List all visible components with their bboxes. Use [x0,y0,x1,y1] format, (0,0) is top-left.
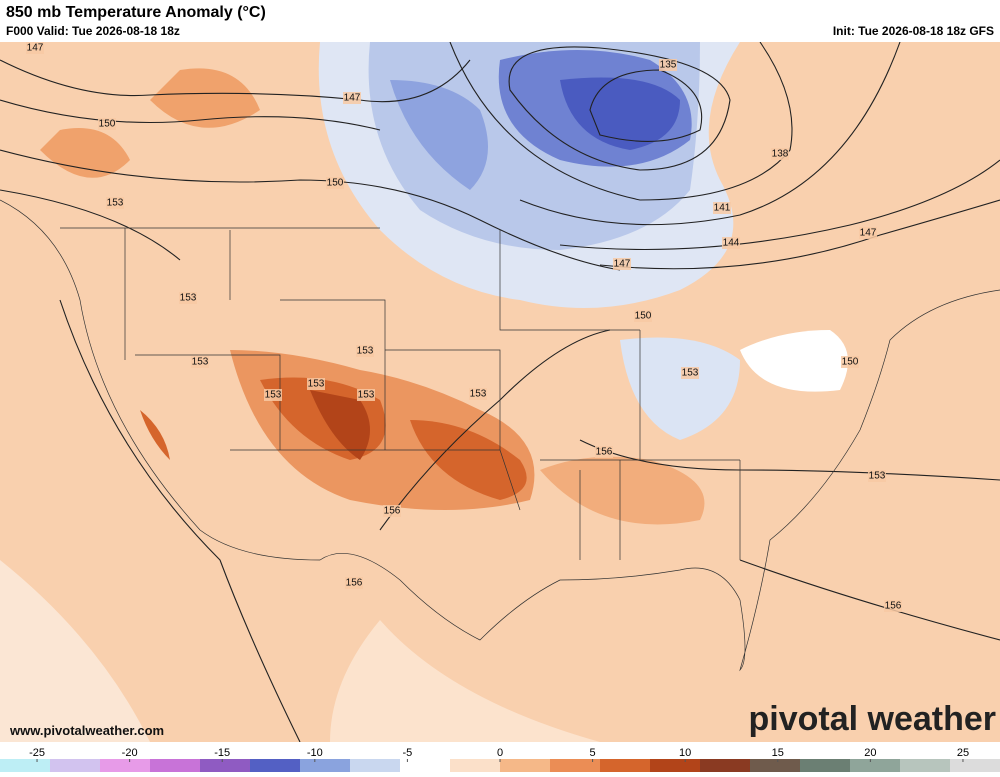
contour-label: 153 [682,368,699,379]
colorbar-segment [600,759,651,772]
label-halo [681,367,699,379]
title: 850 mb Temperature Anomaly (°C) [6,4,266,21]
contour-label: 135 [660,60,677,71]
label-halo [357,389,375,401]
contour-label: 156 [346,578,363,589]
colorbar-segment [550,759,601,772]
colorbar-segment [200,759,251,772]
colorbar-segment [800,759,851,772]
colorbar-tick-label: 25 [957,747,969,759]
label-halo [191,356,209,368]
colorbar-segment [700,759,751,772]
colorbar-tick-label: -5 [403,747,413,759]
label-halo [26,42,44,54]
contour-label: 156 [885,601,902,612]
label-halo [613,258,631,270]
label-halo [264,389,282,401]
label-halo [722,237,740,249]
label-halo [179,292,197,304]
contour-label: 150 [635,311,652,322]
contour-label: 141 [714,203,731,214]
contour-label: 153 [180,293,197,304]
label-halo [713,202,731,214]
contour-label: 147 [27,43,44,54]
colorbar-tick-label: -20 [122,747,138,759]
label-halo [469,388,487,400]
colorbar-segment [750,759,801,772]
colorbar-segment [900,759,951,772]
colorbar-segment [400,759,451,772]
contour-label: 156 [596,447,613,458]
colorbar-segment [100,759,151,772]
valid-time: F000 Valid: Tue 2026-08-18 18z [6,24,180,38]
contour-label: 153 [357,346,374,357]
colorbar-tick-label: 5 [590,747,596,759]
logo: pivotal weather [748,700,996,738]
colorbar-tick-label: 0 [497,747,503,759]
label-halo [859,227,877,239]
label-halo [868,470,886,482]
label-halo [659,59,677,71]
colorbar-segment [0,759,51,772]
colorbar-tick-label: -15 [214,747,230,759]
colorbar-tick-label: 10 [679,747,691,759]
label-halo [326,177,344,189]
contour-label: 147 [614,259,631,270]
label-halo [98,118,116,130]
colorbar-tick-label: 20 [864,747,876,759]
colorbar-tick-label: -25 [29,747,45,759]
colorbar-tick-label: -10 [307,747,323,759]
contour-label: 144 [723,238,740,249]
label-halo [106,197,124,209]
contour-label: 153 [192,357,209,368]
label-halo [356,345,374,357]
contour-label: 147 [344,93,361,104]
contour-label: 147 [860,228,877,239]
colorbar: -25 -20 -15 -10 -5 0 5 10 15 20 25 [0,747,1000,772]
colorbar-segment [950,759,1000,772]
label-halo [595,446,613,458]
contour-label: 150 [842,357,859,368]
contour-label: 156 [384,506,401,517]
contour-label: 153 [265,390,282,401]
contour-label: 153 [869,471,886,482]
colorbar-segment [850,759,901,772]
label-halo [841,356,859,368]
colorbar-segment [350,759,401,772]
label-halo [383,505,401,517]
contour-labels: 147 147 150 150 153 135 138 141 144 147 147 150 153 1… [26,42,902,612]
map [0,42,1000,742]
website: www.pivotalweather.com [9,723,164,738]
contour-label: 150 [99,119,116,130]
label-halo [771,148,789,160]
label-halo [343,92,361,104]
colorbar-tick-label: 15 [772,747,784,759]
init-time: Init: Tue 2026-08-18 18z GFS [833,24,994,38]
label-halo [345,577,363,589]
colorbar-segment [450,759,501,772]
contour-label: 153 [308,379,325,390]
colorbar-segment [150,759,201,772]
contour-label: 153 [107,198,124,209]
colorbar-segment [650,759,701,772]
label-halo [884,600,902,612]
label-halo [634,310,652,322]
colorbar-segment [250,759,301,772]
contour-label: 138 [772,149,789,160]
contour-label: 153 [470,389,487,400]
colorbar-segment [300,759,351,772]
contour-label: 150 [327,178,344,189]
colorbar-segment [500,759,551,772]
label-halo [307,378,325,390]
contour-label: 153 [358,390,375,401]
colorbar-segment [50,759,101,772]
